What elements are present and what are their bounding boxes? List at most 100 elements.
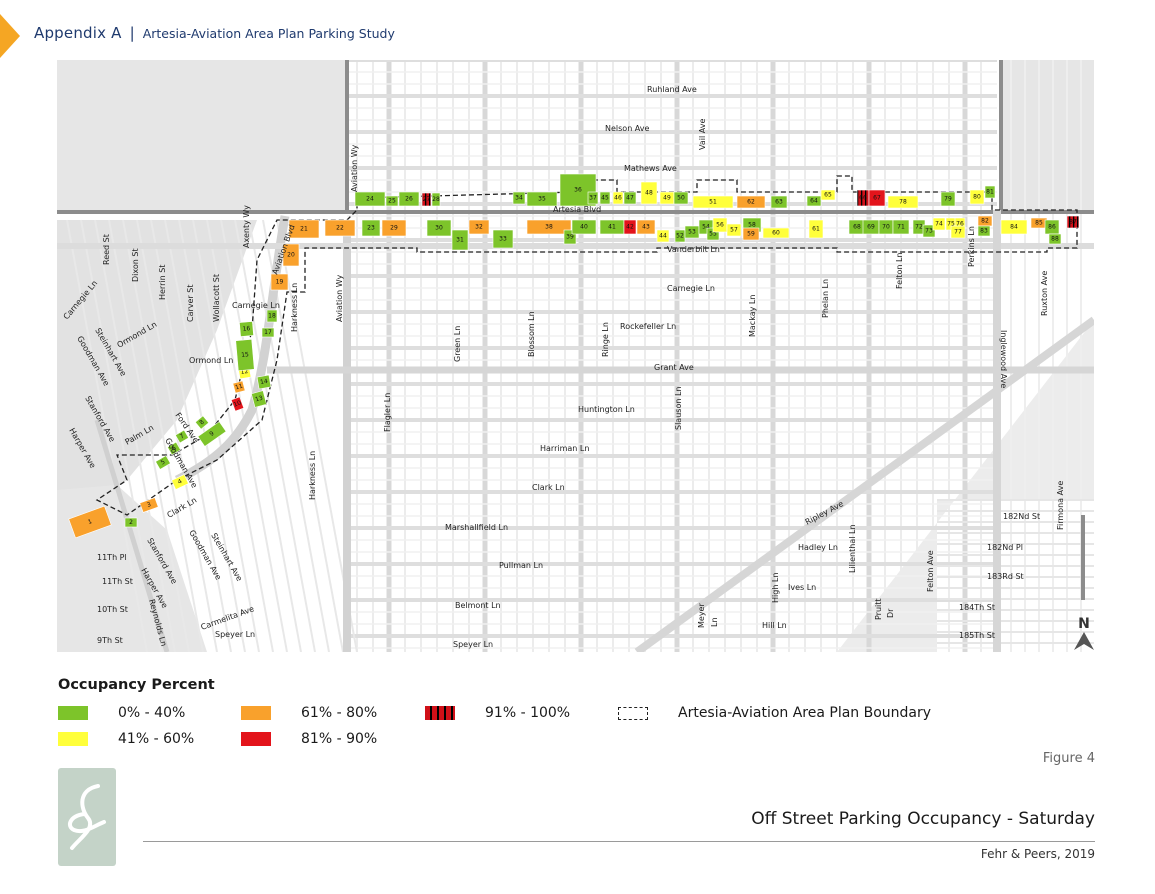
parking-lot-fill [230, 396, 245, 412]
street-label: Carver St [186, 285, 195, 322]
parking-lot-8[interactable]: 8 [194, 415, 210, 430]
parking-lot-82[interactable]: 82 [977, 215, 993, 227]
parking-lot-fill [806, 195, 822, 207]
parking-lot-20[interactable]: 20 [282, 243, 300, 267]
parking-lot-57[interactable]: 57 [726, 223, 742, 237]
parking-lot-fill [256, 374, 272, 390]
parking-lot-1[interactable]: 1 [68, 505, 112, 539]
parking-lot-13[interactable]: 13 [251, 390, 267, 408]
street-label: Pullman Ln [499, 561, 543, 570]
parking-lot-79[interactable]: 79 [940, 191, 956, 207]
parking-lot-63[interactable]: 63 [770, 195, 788, 209]
parking-lot-30[interactable]: 30 [426, 219, 452, 237]
parking-lot-4[interactable]: 4 [171, 474, 189, 490]
parking-lot-number: 13 [254, 395, 263, 404]
parking-lot-21[interactable]: 21 [288, 219, 320, 239]
parking-lot-33[interactable]: 33 [492, 229, 514, 249]
parking-lot-87[interactable]: 87 [1066, 215, 1080, 229]
parking-lot-10[interactable]: 10 [230, 396, 245, 412]
parking-lot-26[interactable]: 26 [398, 191, 420, 207]
parking-lot-70[interactable]: 70 [878, 219, 894, 235]
parking-lot-47[interactable]: 47 [623, 191, 637, 205]
parking-lot-84[interactable]: 84 [1000, 219, 1028, 235]
parking-lot-80[interactable]: 80 [969, 189, 985, 205]
parking-lot-fill [820, 189, 836, 201]
parking-lot-15[interactable]: 15 [235, 339, 255, 371]
parking-lot-88[interactable]: 88 [1048, 233, 1062, 245]
parking-lot-43[interactable]: 43 [636, 219, 656, 235]
parking-lot-51[interactable]: 51 [692, 195, 734, 209]
parking-lot-65[interactable]: 65 [820, 189, 836, 201]
parking-lot-number: 75 [947, 221, 955, 228]
parking-lot-23[interactable]: 23 [361, 219, 381, 237]
parking-lot-85[interactable]: 85 [1030, 217, 1048, 229]
parking-lot-44[interactable]: 44 [656, 229, 670, 243]
parking-lot-28[interactable]: 28 [431, 192, 441, 207]
parking-lot-27[interactable]: 27 [421, 192, 432, 207]
parking-lot-3[interactable]: 3 [139, 497, 159, 513]
street-label: Mackay Ln [748, 295, 757, 337]
parking-lot-25[interactable]: 25 [385, 195, 399, 207]
parking-lot-16[interactable]: 16 [239, 321, 254, 337]
parking-lot-67[interactable]: 67 [868, 189, 886, 207]
parking-lot-49[interactable]: 49 [659, 191, 675, 205]
parking-lot-50[interactable]: 50 [673, 191, 689, 205]
parking-lot-35[interactable]: 35 [526, 191, 558, 207]
parking-lot-83[interactable]: 83 [977, 225, 991, 237]
parking-lot-number: 41 [608, 224, 616, 231]
parking-lot-14[interactable]: 14 [256, 374, 272, 390]
parking-lot-71[interactable]: 71 [892, 219, 910, 235]
parking-lot-77[interactable]: 77 [950, 225, 966, 239]
parking-lot-45[interactable]: 45 [599, 191, 611, 205]
parking-lot-66[interactable]: 66 [856, 189, 870, 207]
parking-lot-69[interactable]: 69 [862, 219, 880, 235]
parking-lot-86[interactable]: 86 [1044, 219, 1060, 235]
parking-lot-number: 18 [268, 313, 276, 320]
parking-lot-40[interactable]: 40 [571, 219, 597, 235]
parking-lot-62[interactable]: 62 [736, 195, 766, 209]
parking-lot-46[interactable]: 46 [612, 191, 624, 205]
parking-lot-56[interactable]: 56 [712, 217, 728, 233]
parking-lot-41[interactable]: 41 [599, 219, 625, 235]
parking-lot-53[interactable]: 53 [684, 225, 700, 239]
parking-lot-68[interactable]: 68 [848, 219, 866, 235]
parking-lot-7[interactable]: 7 [175, 429, 189, 444]
parking-lot-number: 66 [859, 195, 867, 202]
parking-lot-11[interactable]: 11 [232, 380, 246, 394]
parking-lot-5[interactable]: 5 [155, 455, 171, 470]
parking-lot-74[interactable]: 74 [932, 217, 946, 231]
parking-lot-24[interactable]: 24 [354, 191, 386, 207]
parking-lot-18[interactable]: 18 [266, 309, 278, 323]
parking-lot-number: 53 [688, 229, 696, 236]
parking-occupancy-map[interactable]: 1 2 3 4 5 6 7 8 9 10 11 12 13 14 15 16 17 18 19 20 21 22 23 24 2… [57, 60, 1094, 652]
parking-lot-52[interactable]: 52 [674, 229, 686, 243]
parking-lot-fill [673, 191, 689, 205]
parking-lot-31[interactable]: 31 [451, 229, 469, 251]
parking-lot-81[interactable]: 81 [984, 185, 996, 199]
parking-lot-9[interactable]: 9 [197, 421, 227, 447]
parking-lot-22[interactable]: 22 [324, 219, 356, 237]
parking-lot-number: 34 [515, 195, 523, 202]
street-label: Harkness Ln [308, 451, 317, 500]
parking-lot-42[interactable]: 42 [623, 219, 637, 235]
parking-lot-48[interactable]: 48 [640, 181, 658, 205]
parking-lot-38[interactable]: 38 [526, 219, 572, 235]
parking-lot-64[interactable]: 64 [806, 195, 822, 207]
figure-number: Figure 4 [1042, 751, 1095, 766]
parking-lot-60[interactable]: 60 [762, 227, 790, 239]
parking-lot-29[interactable]: 29 [381, 219, 407, 237]
parking-lot-19[interactable]: 19 [270, 273, 289, 291]
parking-lot-2[interactable]: 2 [124, 517, 138, 528]
street-label: Carnegie Ln [667, 284, 715, 293]
street-label: Reed St [102, 234, 111, 265]
parking-lot-78[interactable]: 78 [887, 195, 919, 209]
parking-lot-6[interactable]: 6 [167, 441, 181, 456]
parking-lot-17[interactable]: 17 [261, 327, 275, 338]
parking-lot-73[interactable]: 73 [922, 224, 936, 238]
parking-lot-32[interactable]: 32 [468, 219, 490, 235]
parking-lot-59[interactable]: 59 [742, 227, 760, 241]
parking-lot-fill [770, 195, 788, 209]
parking-lot-37[interactable]: 37 [587, 191, 599, 205]
parking-lot-34[interactable]: 34 [512, 191, 526, 205]
parking-lot-61[interactable]: 61 [808, 219, 824, 239]
